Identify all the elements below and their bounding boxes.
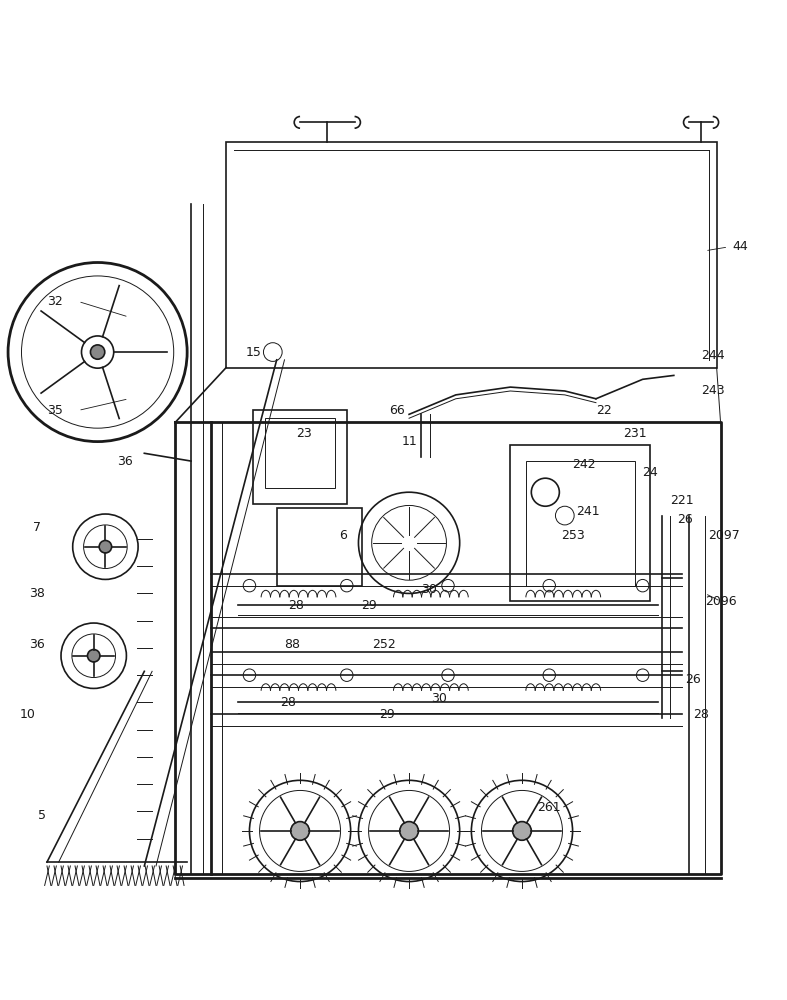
Text: 28: 28 — [280, 696, 297, 709]
Bar — [226, 142, 717, 368]
Text: 231: 231 — [623, 427, 647, 440]
Text: 26: 26 — [678, 513, 693, 526]
Text: 36: 36 — [29, 638, 45, 651]
Text: 32: 32 — [47, 295, 63, 308]
Text: 10: 10 — [20, 708, 35, 721]
Text: 29: 29 — [379, 708, 395, 721]
Circle shape — [99, 540, 112, 553]
Bar — [510, 445, 651, 601]
Text: 36: 36 — [117, 455, 133, 468]
Text: 22: 22 — [596, 404, 611, 417]
Circle shape — [400, 822, 419, 840]
Text: 221: 221 — [670, 493, 693, 506]
Text: 44: 44 — [732, 240, 748, 253]
Text: 252: 252 — [372, 638, 396, 651]
Text: 261: 261 — [538, 801, 561, 814]
Text: 15: 15 — [246, 346, 261, 359]
Text: 29: 29 — [360, 599, 376, 612]
Text: 6: 6 — [339, 529, 347, 542]
Text: 7: 7 — [33, 521, 41, 534]
Text: 241: 241 — [576, 505, 600, 518]
Text: 244: 244 — [701, 349, 725, 362]
Text: 2097: 2097 — [708, 529, 741, 542]
Bar — [277, 508, 362, 586]
Text: 66: 66 — [390, 404, 405, 417]
Circle shape — [512, 822, 531, 840]
Text: 11: 11 — [401, 435, 417, 448]
Circle shape — [290, 822, 309, 840]
Text: 28: 28 — [693, 708, 709, 721]
Text: 88: 88 — [284, 638, 301, 651]
Text: 2096: 2096 — [704, 595, 737, 608]
Text: 253: 253 — [560, 529, 585, 542]
Text: 5: 5 — [38, 809, 46, 822]
Text: 28: 28 — [288, 599, 304, 612]
Text: 23: 23 — [296, 427, 312, 440]
Text: 30: 30 — [420, 583, 437, 596]
Circle shape — [87, 650, 100, 662]
Bar — [253, 410, 347, 504]
Text: 24: 24 — [642, 466, 659, 479]
Text: 35: 35 — [47, 404, 63, 417]
Text: 26: 26 — [685, 673, 701, 686]
Circle shape — [82, 336, 114, 368]
Text: 243: 243 — [701, 384, 725, 397]
Circle shape — [91, 345, 105, 359]
Text: 242: 242 — [572, 458, 596, 471]
Bar — [265, 418, 335, 488]
Text: 38: 38 — [29, 587, 45, 600]
Text: 30: 30 — [430, 692, 446, 705]
Bar — [526, 461, 635, 586]
